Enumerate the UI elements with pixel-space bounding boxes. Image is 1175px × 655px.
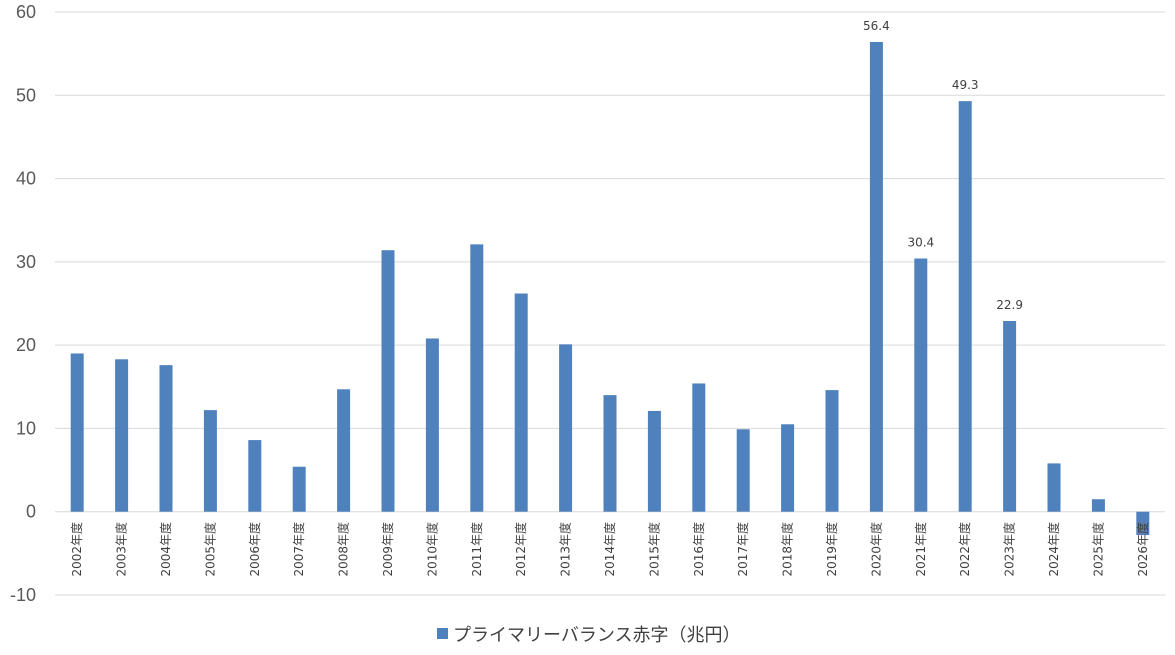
y-tick-label: 0 — [26, 502, 36, 522]
bar — [292, 466, 306, 512]
x-tick-label: 2024年度 — [1046, 522, 1061, 577]
data-label: 22.9 — [996, 298, 1023, 312]
x-tick-label: 2009年度 — [380, 522, 395, 577]
bar — [647, 410, 661, 512]
x-tick-label: 2006年度 — [247, 522, 262, 577]
x-tick-label: 2019年度 — [824, 522, 839, 577]
bar — [1136, 511, 1150, 536]
bar — [825, 390, 839, 512]
y-tick-label: -10 — [10, 585, 36, 605]
bar — [248, 440, 262, 512]
x-tick-label: 2010年度 — [424, 522, 439, 577]
bar — [914, 258, 928, 512]
x-tick-label: 2014年度 — [602, 522, 617, 577]
bar — [736, 429, 750, 512]
data-label: 49.3 — [952, 78, 979, 92]
x-tick-label: 2021年度 — [913, 522, 928, 577]
bar — [425, 338, 439, 512]
x-tick-label: 2017年度 — [735, 522, 750, 577]
x-tick-label: 2012年度 — [513, 522, 528, 577]
x-tick-label: 2022年度 — [957, 522, 972, 577]
x-tick-label: 2005年度 — [202, 522, 217, 577]
y-axis-ticks: 60 50 40 30 20 10 0 -10 — [10, 2, 36, 605]
x-tick-label: 2007年度 — [291, 522, 306, 577]
y-tick-label: 20 — [16, 335, 36, 355]
bar — [1091, 499, 1105, 512]
x-tick-label: 2013年度 — [558, 522, 573, 577]
x-tick-label: 2016年度 — [691, 522, 706, 577]
x-tick-label: 2008年度 — [336, 522, 351, 577]
x-tick-label: 2004年度 — [158, 522, 173, 577]
bar — [781, 424, 795, 512]
x-axis-ticks: 2002年度 2003年度 2004年度 2005年度 2006年度 2007年度 2008… — [69, 522, 1150, 577]
bar — [470, 244, 484, 512]
x-tick-label: 2015年度 — [646, 522, 661, 577]
x-tick-label: 2023年度 — [1002, 522, 1017, 577]
bar — [159, 365, 173, 512]
bar — [958, 101, 972, 512]
bar — [869, 41, 883, 512]
bar — [337, 389, 351, 512]
y-tick-label: 60 — [16, 2, 36, 22]
bar — [514, 293, 528, 512]
bar — [1047, 463, 1061, 512]
x-tick-label: 2026年度 — [1135, 522, 1150, 577]
x-tick-label: 2011年度 — [469, 522, 484, 577]
x-tick-label: 2002年度 — [69, 522, 84, 577]
x-tick-label: 2018年度 — [780, 522, 795, 577]
bar — [692, 383, 706, 512]
bar — [203, 410, 217, 512]
bar — [1003, 320, 1017, 512]
x-tick-label: 2020年度 — [868, 522, 883, 577]
legend: プライマリーバランス赤字（兆円） — [437, 625, 740, 646]
bar — [115, 359, 129, 512]
y-tick-label: 40 — [16, 169, 36, 189]
x-tick-label: 2025年度 — [1090, 522, 1105, 577]
legend-swatch — [437, 628, 448, 639]
bar — [381, 250, 395, 512]
data-labels: 56.4 30.4 49.3 22.9 — [863, 19, 1023, 312]
legend-label: プライマリーバランス赤字（兆円） — [453, 625, 740, 646]
bar — [559, 344, 573, 512]
y-tick-label: 30 — [16, 252, 36, 272]
bar — [603, 395, 617, 512]
x-tick-label: 2003年度 — [114, 522, 129, 577]
y-tick-label: 50 — [16, 85, 36, 105]
bar — [70, 353, 84, 512]
bars — [70, 41, 1150, 536]
data-label: 56.4 — [863, 19, 890, 33]
data-label: 30.4 — [907, 236, 934, 250]
y-tick-label: 10 — [16, 418, 36, 438]
